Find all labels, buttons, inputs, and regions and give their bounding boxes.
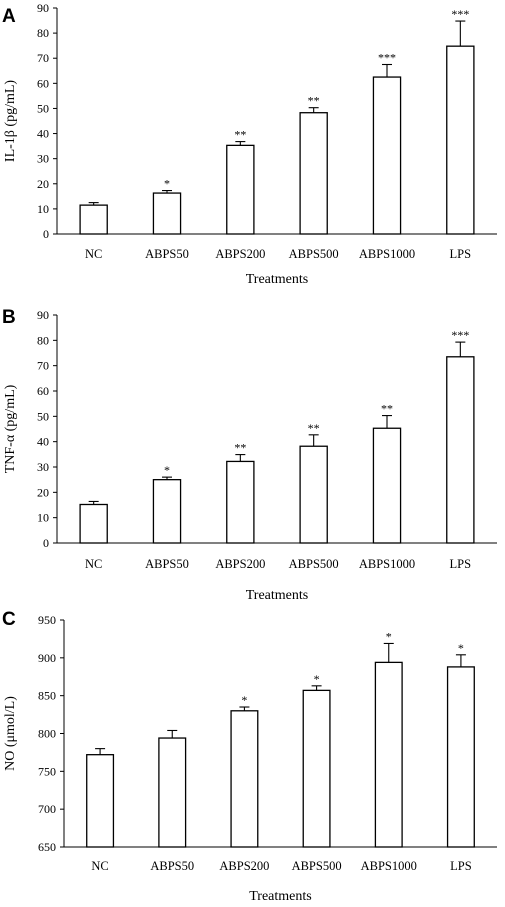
x-axis-title: Treatments: [246, 272, 308, 287]
bar-abps200: [226, 460, 255, 544]
x-category-label: LPS: [450, 859, 472, 873]
y-tick-label: 700: [38, 802, 56, 816]
y-tick-label: 20: [37, 177, 49, 191]
y-tick-label: 20: [37, 485, 49, 499]
chart-panel-b: B 0 10 20 30 40 50 60 70 80 90 TNF-α (pg/mL) NC * ABPS…: [2, 307, 497, 603]
significance-label: ***: [378, 51, 396, 65]
y-tick-label: 70: [37, 51, 49, 65]
significance-label: *: [241, 693, 247, 707]
bar-abps1000: [372, 76, 402, 235]
panel-letter: A: [2, 6, 16, 27]
y-tick-label: 80: [37, 26, 49, 40]
bar-abps500: [299, 445, 328, 544]
y-tick-label: 40: [37, 435, 49, 449]
significance-label: *: [386, 629, 392, 643]
y-tick-label: 850: [38, 689, 56, 703]
significance-label: **: [308, 94, 320, 108]
y-tick-label: 900: [38, 651, 56, 665]
y-tick-label: 10: [37, 202, 49, 216]
y-tick-label: 10: [37, 511, 49, 525]
y-tick-label: 750: [38, 764, 56, 778]
x-category-label: ABPS50: [150, 859, 194, 873]
bar-abps1000: [374, 661, 403, 848]
chart-panel-c: C 650 700 750 800 850 900 950 NO (μmol/L) NC ABPS5…: [2, 609, 497, 904]
y-tick-label: 50: [37, 409, 49, 423]
y-axis-title: TNF-α (pg/mL): [3, 384, 18, 473]
chart-panel-a: A 0 10 20 30 40 50 60 70 80 90 IL-1β (pg/mL) NC * ABPS…: [2, 1, 497, 287]
x-axis-title: Treatments: [246, 588, 308, 603]
x-category-label: LPS: [450, 557, 472, 571]
panel-letter: B: [2, 307, 16, 328]
bar-abps500: [302, 689, 331, 848]
bar-lps: [446, 356, 475, 544]
bar-nc: [79, 204, 108, 235]
y-tick-label: 80: [37, 333, 49, 347]
y-axis-title: IL-1β (pg/mL): [3, 80, 18, 162]
significance-label: ***: [451, 328, 469, 342]
x-category-label: NC: [91, 859, 108, 873]
y-tick-label: 0: [43, 227, 49, 241]
y-tick-label: 90: [37, 1, 49, 15]
y-tick-label: 90: [37, 308, 49, 322]
bar-abps1000: [372, 427, 402, 544]
y-tick-label: 70: [37, 359, 49, 373]
bar-nc: [86, 754, 115, 848]
bar-abps50: [152, 479, 182, 544]
significance-label: **: [381, 402, 393, 416]
x-category-label: ABPS500: [289, 557, 339, 571]
bar-abps50: [152, 192, 182, 235]
bar-nc: [79, 503, 108, 544]
significance-label: *: [458, 641, 464, 655]
y-tick-label: 800: [38, 727, 56, 741]
bar-abps200: [226, 144, 255, 235]
x-category-label: ABPS50: [145, 247, 189, 261]
x-axis-title: Treatments: [249, 889, 311, 904]
x-category-label: ABPS50: [145, 557, 189, 571]
bar-lps: [446, 45, 475, 235]
significance-label: ***: [451, 7, 469, 21]
bar-abps200: [230, 710, 259, 848]
x-category-label: NC: [85, 247, 102, 261]
significance-label: **: [234, 128, 246, 142]
x-category-label: ABPS500: [289, 247, 339, 261]
y-tick-label: 30: [37, 152, 49, 166]
bar-lps: [446, 666, 475, 848]
bar-abps50: [158, 737, 187, 848]
y-tick-label: 60: [37, 76, 49, 90]
x-category-label: ABPS500: [292, 859, 342, 873]
significance-label: **: [234, 441, 246, 455]
bar-abps500: [299, 112, 328, 235]
x-category-label: ABPS1000: [359, 247, 415, 261]
y-tick-label: 0: [43, 536, 49, 550]
x-category-label: ABPS1000: [359, 557, 415, 571]
significance-label: *: [164, 177, 170, 191]
x-category-label: LPS: [450, 247, 472, 261]
x-category-label: ABPS200: [215, 557, 265, 571]
significance-label: **: [308, 421, 320, 435]
significance-label: *: [164, 463, 170, 477]
y-axis-title: NO (μmol/L): [3, 696, 18, 771]
y-tick-label: 950: [38, 613, 56, 627]
x-category-label: ABPS200: [215, 247, 265, 261]
y-tick-label: 40: [37, 127, 49, 141]
y-tick-label: 30: [37, 460, 49, 474]
y-tick-label: 50: [37, 101, 49, 115]
significance-label: *: [314, 672, 320, 686]
x-category-label: NC: [85, 557, 102, 571]
panel-letter: C: [2, 609, 16, 630]
x-category-label: ABPS1000: [361, 859, 417, 873]
y-tick-label: 650: [38, 840, 56, 854]
y-tick-label: 60: [37, 384, 49, 398]
x-category-label: ABPS200: [219, 859, 269, 873]
